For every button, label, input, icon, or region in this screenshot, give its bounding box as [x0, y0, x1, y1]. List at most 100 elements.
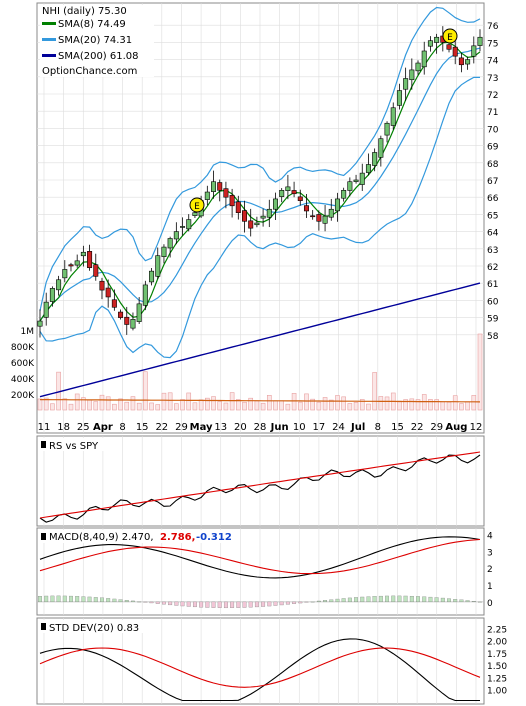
volume-bar: [310, 398, 315, 411]
price-y-tick: 67: [487, 177, 498, 187]
volume-bars: [37, 333, 483, 411]
stddev-average-line: [39, 647, 481, 688]
macd-y-tick: 3: [487, 548, 493, 558]
macd-histogram-bar: [378, 595, 383, 603]
volume-bar: [174, 403, 179, 411]
x-tick-label: 22: [155, 422, 168, 433]
price-y-tick: 62: [487, 263, 498, 273]
volume-bar: [415, 399, 421, 411]
volume-bar: [421, 394, 427, 411]
macd-histogram-bar: [242, 601, 247, 608]
candle-up: [279, 190, 285, 197]
volume-bar: [205, 397, 210, 411]
candle-down: [310, 215, 316, 218]
volume-bar: [452, 395, 458, 411]
macd-histogram-bar: [434, 597, 439, 603]
indicator-lines: [37, 451, 484, 702]
sma8-line: [39, 41, 481, 322]
candle-up: [43, 301, 49, 318]
candle-up: [149, 270, 155, 283]
volume-bar: [266, 395, 272, 411]
volume-bar: [50, 403, 55, 411]
volume-bar: [248, 397, 254, 411]
x-tick-label: 22: [411, 422, 424, 433]
volume-bar: [397, 400, 402, 411]
candle-down: [297, 196, 303, 201]
volume-bar: [260, 402, 266, 411]
candle-up: [403, 78, 409, 90]
macd-histogram-bar: [440, 597, 445, 603]
candle-up: [409, 69, 415, 81]
volume-bar: [161, 392, 167, 411]
macd-histogram-bar: [174, 601, 179, 606]
rs-swatch: [41, 441, 46, 448]
candle-down: [458, 57, 464, 66]
x-tick-label: 18: [57, 422, 70, 433]
macd-histogram-bar: [273, 601, 278, 606]
volume-bar: [291, 393, 297, 411]
macd-histogram-bar: [471, 601, 476, 603]
volume-bar: [328, 399, 334, 411]
volume-y-tick: 200K: [11, 391, 35, 401]
volume-y-tick: 800K: [11, 343, 35, 353]
x-tick-label: Jun: [270, 422, 289, 433]
x-tick-label: 11: [38, 422, 51, 433]
macd-y-tick: 2: [487, 565, 493, 575]
volume-bar: [167, 392, 173, 411]
macd-histogram-bar: [304, 601, 309, 603]
candle-up: [427, 40, 433, 47]
earnings-marker-may: E: [189, 197, 205, 213]
volume-bar: [353, 402, 359, 411]
candle-down: [111, 299, 117, 308]
macd-histogram-bar: [248, 601, 253, 608]
candle-down: [235, 201, 241, 213]
volume-bar: [143, 371, 148, 411]
volume-bar: [434, 399, 439, 411]
candle-up: [396, 90, 402, 106]
candle-up: [173, 231, 179, 240]
candle-up: [155, 255, 161, 277]
volume-bar: [446, 401, 452, 411]
volume-bar: [372, 372, 377, 411]
candle-up: [192, 212, 198, 216]
sma200-legend-swatch: [42, 54, 56, 57]
candle-down: [124, 316, 130, 325]
macd-histogram-bar: [192, 601, 197, 608]
candle-up: [471, 45, 477, 57]
macd-histogram-bar: [267, 601, 272, 607]
macd-histogram-bar: [354, 597, 359, 603]
candle-up: [136, 303, 142, 322]
candle-up: [415, 62, 421, 72]
stddev-swatch: [41, 623, 46, 630]
volume-bar: [242, 401, 247, 411]
x-tick-label: 15: [391, 422, 404, 433]
volume-bar: [279, 400, 284, 411]
volume-bar: [403, 399, 408, 411]
macd-histogram-bar: [341, 598, 346, 603]
macd-swatch: [41, 533, 46, 540]
macd-histogram-bar: [391, 595, 396, 603]
candle-up: [62, 269, 68, 279]
macd-histogram-bar: [329, 599, 334, 603]
x-tick-label: Aug: [445, 422, 467, 433]
x-tick-label: 24: [332, 422, 345, 433]
price-y-tick: 59: [487, 315, 499, 325]
price-y-tick: 76: [487, 22, 499, 32]
candle-up: [49, 288, 55, 302]
macd-histogram-bar: [217, 601, 222, 608]
volume-bar: [297, 401, 303, 411]
candle-down: [248, 220, 254, 229]
candle-down: [446, 44, 452, 50]
price-y-tick: 73: [487, 74, 498, 84]
rs-title-bg: [40, 438, 118, 451]
x-tick-label: 8: [375, 422, 381, 433]
candle-up: [347, 181, 353, 191]
volume-bar: [273, 400, 278, 411]
macd-histogram-bar: [137, 601, 142, 603]
stddev-y-tick: 1.75: [487, 650, 507, 660]
candle-up: [353, 179, 359, 182]
candle-up: [56, 279, 62, 291]
macd-histogram-bar: [279, 601, 284, 606]
macd-histogram-bar: [168, 601, 173, 606]
